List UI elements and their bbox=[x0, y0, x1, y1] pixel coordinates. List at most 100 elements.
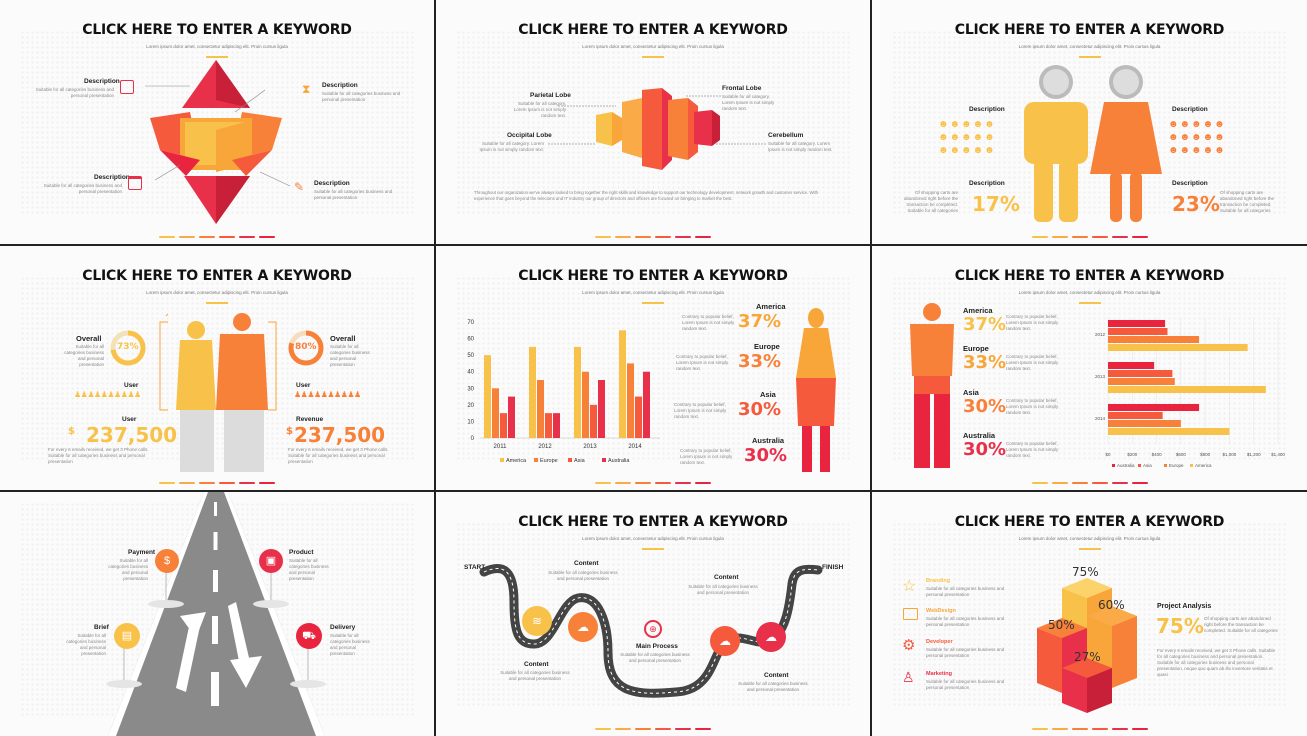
europe-text: Contrary to popular belief, Lorem Ipsum … bbox=[676, 354, 729, 372]
woman-silhouette bbox=[796, 308, 836, 472]
color-dots bbox=[159, 235, 275, 238]
project-analysis-text: For every 6 emails received, we get 3 Ph… bbox=[1157, 648, 1276, 678]
slide-subtitle: Lorem ipsum dolor amet, consectetur adip… bbox=[1018, 44, 1161, 49]
y-tick-label: 0 bbox=[471, 436, 475, 442]
y-tick-label: 70 bbox=[467, 320, 474, 326]
cloud-download-icon: ☁ bbox=[756, 622, 786, 652]
color-dots bbox=[159, 481, 275, 484]
bar-america-2012 bbox=[1108, 344, 1248, 351]
slide-4[interactable]: CLICK HERE TO ENTER A KEYWORD Lorem ipsu… bbox=[0, 246, 434, 490]
left-percent: 17% bbox=[972, 192, 1020, 216]
bar-europe-2012 bbox=[1108, 336, 1200, 343]
legend-label-australia: Australia bbox=[608, 458, 630, 464]
content-2-text: Suitable for all categories business and… bbox=[500, 670, 570, 682]
cloud-refresh-icon: ☁ bbox=[710, 626, 740, 656]
cube-label-27: 27% bbox=[1074, 650, 1101, 664]
bar-australia-2012 bbox=[1108, 320, 1166, 327]
color-dots bbox=[1031, 727, 1148, 730]
slide-title: CLICK HERE TO ENTER A KEYWORD bbox=[954, 514, 1225, 530]
bar-europe-2014 bbox=[627, 363, 634, 438]
x-tick-label: $0 bbox=[1105, 452, 1111, 457]
bar-america-2011 bbox=[484, 355, 491, 438]
project-analysis-value: 75% bbox=[1156, 614, 1204, 638]
cube-label-60: 60% bbox=[1098, 598, 1125, 612]
x-tick-label: $200 bbox=[1127, 452, 1138, 457]
slide-title: CLICK HERE TO ENTER A KEYWORD bbox=[954, 22, 1225, 38]
desc-4-text: Suitable for all categories business and… bbox=[314, 189, 393, 201]
slide-subtitle: Lorem ipsum dolor amet, consectetur adip… bbox=[146, 290, 288, 295]
bar-europe-2012 bbox=[537, 380, 544, 438]
world-map-background bbox=[20, 276, 414, 460]
left-overall-text: Suitable for all categories business and… bbox=[64, 344, 104, 368]
legend-label-asia: Asia bbox=[1143, 463, 1152, 468]
bar-europe-2011 bbox=[492, 388, 499, 438]
frontal-lobe-title: Frontal Lobe bbox=[722, 85, 762, 92]
right-description-title-2: Description bbox=[1172, 180, 1208, 187]
y-tick-label: 2014 bbox=[1095, 416, 1106, 421]
slide-title: CLICK HERE TO ENTER A KEYWORD bbox=[82, 268, 352, 284]
brain-blocks-graphic bbox=[548, 88, 766, 170]
title-underline bbox=[1078, 56, 1101, 58]
slide-7[interactable]: $ Payment Suitable for all categories bu… bbox=[0, 492, 434, 736]
marketing-text: Suitable for all categories business and… bbox=[926, 679, 1005, 691]
content-3-text: Suitable for all categories business and… bbox=[688, 584, 758, 596]
star-pyramid-graphic bbox=[145, 60, 291, 224]
y-tick-label: 40 bbox=[467, 370, 474, 376]
bar-asia-2014 bbox=[635, 396, 642, 438]
calendar-icon bbox=[128, 176, 142, 190]
shirt-icon: ♙ bbox=[902, 669, 915, 685]
slide-subtitle: Lorem ipsum dolor amet, consectetur adip… bbox=[146, 44, 288, 49]
bar-australia-2012 bbox=[553, 413, 560, 438]
right-description-text: Of shopping carts are abandoned right be… bbox=[1220, 190, 1275, 214]
star-icon: ☆ bbox=[902, 578, 917, 595]
bar-asia-2013 bbox=[1108, 370, 1173, 377]
main-process-title: Main Process bbox=[636, 643, 678, 650]
america-title: America bbox=[963, 306, 993, 315]
asia-value: 30% bbox=[738, 399, 782, 420]
title-underline bbox=[206, 56, 228, 58]
slide-3[interactable]: CLICK HERE TO ENTER A KEYWORD Lorem ipsu… bbox=[872, 0, 1307, 244]
title-underline bbox=[642, 548, 664, 550]
slide-title: CLICK HERE TO ENTER A KEYWORD bbox=[518, 268, 788, 284]
australia-title: Australia bbox=[963, 431, 996, 440]
bar-australia-2011 bbox=[508, 396, 515, 438]
frontal-lobe-text: Suitable for all category. Lorem Ipsum i… bbox=[722, 94, 775, 112]
branding-title: Branding bbox=[926, 578, 951, 584]
project-analysis-title: Project Analysis bbox=[1157, 603, 1212, 610]
cerebellum-title: Cerebellum bbox=[768, 132, 804, 139]
asia-value: 30% bbox=[963, 396, 1007, 417]
legend-swatch-australia bbox=[1112, 464, 1115, 467]
globe-icon: ⊕ bbox=[644, 620, 662, 638]
slide-title: CLICK HERE TO ENTER A KEYWORD bbox=[954, 268, 1225, 284]
layers-icon: ≋ bbox=[522, 606, 552, 636]
left-overall-title: Overall bbox=[76, 334, 102, 343]
bar-australia-2014 bbox=[643, 371, 650, 438]
y-tick-label: 50 bbox=[467, 353, 474, 359]
left-people-icons: ☻☻☻☻☻ ☻☻☻☻☻ ☻☻☻☻☻ bbox=[938, 119, 996, 156]
left-stat-currency: $ bbox=[68, 426, 75, 437]
left-stat-text: For every 6 emails received, we get 3 Ph… bbox=[48, 447, 149, 465]
bar-asia-2012 bbox=[1108, 328, 1168, 335]
slide-9[interactable]: CLICK HERE TO ENTER A KEYWORD Lorem ipsu… bbox=[872, 492, 1307, 736]
asia-text: Contrary to popular belief, Lorem Ipsum … bbox=[1006, 398, 1059, 416]
right-user-label: User bbox=[296, 382, 311, 389]
winding-road-graphic bbox=[479, 564, 823, 698]
slide-5[interactable]: CLICK HERE TO ENTER A KEYWORD Lorem ipsu… bbox=[436, 246, 870, 490]
bar-america-2014 bbox=[619, 330, 626, 438]
content-2-title: Content bbox=[524, 661, 549, 668]
content-1-text: Suitable for all categories business and… bbox=[548, 570, 618, 582]
road-graphic bbox=[106, 492, 326, 736]
slide-1[interactable]: CLICK HERE TO ENTER A KEYWORD Lorem ipsu… bbox=[0, 0, 434, 244]
left-stat-title: User bbox=[122, 416, 137, 423]
slide-2[interactable]: CLICK HERE TO ENTER A KEYWORD Lorem ipsu… bbox=[436, 0, 870, 244]
x-tick-label: 2014 bbox=[628, 444, 642, 450]
legend-label-america: America bbox=[1195, 463, 1212, 468]
right-description-title: Description bbox=[1172, 106, 1208, 113]
slide-8[interactable]: CLICK HERE TO ENTER A KEYWORD Lorem ipsu… bbox=[436, 492, 870, 736]
bar-asia-2013 bbox=[590, 404, 597, 438]
slide-6[interactable]: CLICK HERE TO ENTER A KEYWORD Lorem ipsu… bbox=[872, 246, 1307, 490]
slide-subtitle: Lorem ipsum dolor amet, consectetur adip… bbox=[1018, 536, 1161, 541]
y-tick-label: 10 bbox=[467, 419, 474, 425]
legend-label-asia: Asia bbox=[574, 458, 586, 464]
